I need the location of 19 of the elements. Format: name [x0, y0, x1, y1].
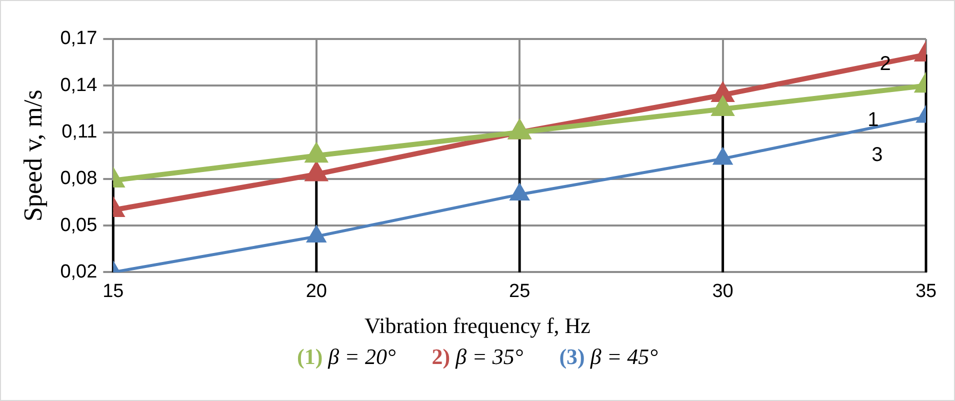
y-tick-label: 0,14 [60, 74, 98, 96]
y-tick-label: 0,08 [60, 168, 98, 190]
x-tick-label: 20 [306, 280, 327, 302]
x-axis-title: Vibration frequency f, Hz [364, 313, 592, 339]
y-tick-label: 0,17 [60, 28, 98, 50]
x-tick-label: 15 [102, 280, 124, 302]
y-tick-label: 0,02 [60, 261, 98, 282]
y-tick-label: 0,11 [62, 122, 98, 143]
x-tick-label: 35 [915, 280, 937, 302]
text: (3) β = 45° [559, 344, 658, 369]
annotation: 2 [880, 53, 891, 76]
x-tick-label: 30 [712, 280, 734, 302]
x-tick-label: 25 [509, 280, 530, 302]
annotation: 3 [872, 144, 883, 166]
text: 2) β = 35° [432, 344, 524, 369]
y-axis-title: Speed v, m/s [18, 90, 48, 222]
text: (1) β = 20° [297, 344, 396, 369]
y-tick-label: 0,05 [60, 214, 98, 236]
annotation: 1 [868, 109, 879, 132]
